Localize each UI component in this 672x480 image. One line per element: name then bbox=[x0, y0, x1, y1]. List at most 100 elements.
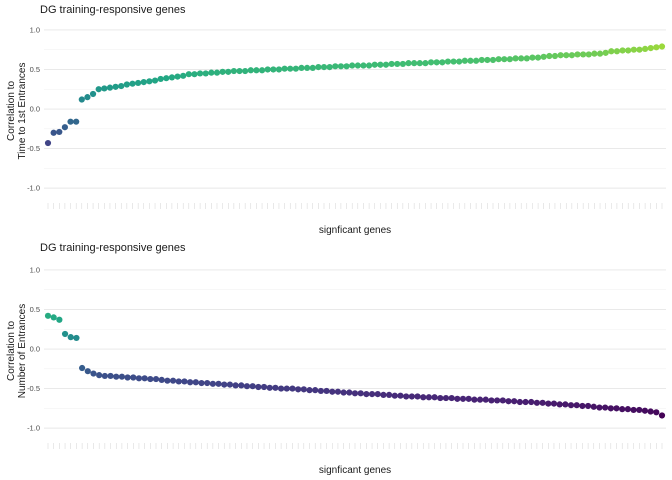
y-tick-label: -1.0 bbox=[27, 424, 40, 433]
data-point bbox=[534, 54, 542, 61]
data-point bbox=[391, 392, 398, 399]
data-point bbox=[596, 50, 604, 57]
data-point bbox=[317, 387, 324, 395]
data-point bbox=[253, 67, 260, 74]
data-point bbox=[326, 63, 333, 71]
data-point bbox=[448, 394, 455, 402]
data-point bbox=[371, 61, 378, 68]
data-point bbox=[613, 405, 620, 412]
y-tick-label: 1.0 bbox=[30, 26, 40, 35]
data-point bbox=[416, 60, 423, 67]
data-point bbox=[260, 383, 268, 391]
data-point bbox=[546, 52, 553, 60]
data-point bbox=[454, 395, 461, 402]
data-point bbox=[590, 403, 597, 410]
data-point bbox=[315, 63, 322, 71]
data-point bbox=[488, 397, 495, 404]
data-point bbox=[242, 67, 249, 75]
data-point bbox=[320, 63, 328, 71]
data-point bbox=[204, 379, 211, 387]
data-point bbox=[78, 96, 85, 103]
data-point bbox=[573, 402, 580, 409]
data-point bbox=[574, 51, 581, 58]
data-point bbox=[388, 60, 395, 68]
data-point bbox=[501, 56, 508, 63]
data-point bbox=[332, 63, 339, 70]
data-point bbox=[266, 384, 273, 391]
data-point bbox=[533, 399, 541, 406]
data-point bbox=[602, 404, 609, 411]
data-point bbox=[444, 58, 452, 65]
y-axis-title: Correlation toTime to 1st Entrances bbox=[6, 63, 28, 160]
data-point bbox=[450, 58, 457, 65]
data-point bbox=[225, 68, 232, 75]
data-point bbox=[630, 46, 637, 53]
data-point bbox=[380, 391, 387, 399]
data-point bbox=[79, 364, 86, 372]
data-point bbox=[523, 55, 530, 62]
chart-panel-2: 1.0 0.5 0.0 -0.5 -1.0 DG training-responsive … bbox=[6, 242, 666, 476]
data-point bbox=[208, 69, 215, 76]
data-point bbox=[394, 60, 401, 68]
data-point bbox=[329, 388, 336, 395]
data-point bbox=[236, 67, 243, 75]
data-point bbox=[540, 53, 547, 60]
data-point bbox=[323, 387, 330, 395]
data-point bbox=[209, 380, 216, 387]
data-point bbox=[550, 400, 558, 407]
data-point bbox=[141, 375, 148, 382]
data-point bbox=[337, 63, 345, 70]
data-point bbox=[89, 90, 97, 98]
data-point bbox=[461, 57, 468, 64]
data-point bbox=[281, 65, 288, 72]
data-point bbox=[73, 118, 80, 125]
data-point bbox=[346, 389, 353, 396]
data-point bbox=[298, 64, 305, 71]
data-point bbox=[95, 86, 102, 93]
data-point bbox=[437, 394, 444, 402]
data-point bbox=[258, 67, 266, 74]
y-tick-label: 0.5 bbox=[30, 65, 40, 74]
data-point bbox=[187, 379, 194, 386]
data-point bbox=[157, 75, 164, 83]
data-point bbox=[270, 66, 277, 73]
data-point bbox=[185, 71, 192, 78]
data-point bbox=[602, 49, 609, 56]
data-point bbox=[354, 62, 361, 69]
y-axis-title-line: Time to 1st Entrances bbox=[17, 63, 28, 160]
data-point bbox=[482, 396, 489, 403]
data-point bbox=[397, 392, 404, 399]
data-point bbox=[247, 67, 254, 74]
data-point bbox=[529, 54, 536, 61]
y-axis-title-line: Number of Entrances bbox=[17, 304, 28, 399]
data-point bbox=[289, 385, 296, 392]
data-point bbox=[539, 399, 546, 406]
data-point bbox=[427, 59, 435, 66]
data-point bbox=[363, 391, 370, 398]
data-point bbox=[198, 379, 205, 387]
data-point bbox=[562, 401, 569, 408]
data-point bbox=[196, 70, 204, 77]
data-point bbox=[96, 372, 103, 379]
data-point bbox=[596, 404, 603, 411]
data-point bbox=[304, 64, 311, 71]
data-point bbox=[226, 381, 234, 388]
data-point bbox=[106, 84, 114, 91]
data-point bbox=[414, 393, 421, 400]
data-point bbox=[431, 394, 438, 401]
data-point bbox=[368, 391, 376, 398]
data-point bbox=[277, 385, 285, 392]
data-point bbox=[118, 373, 126, 380]
data-point bbox=[123, 81, 130, 88]
data-point bbox=[625, 47, 632, 54]
data-point bbox=[180, 72, 187, 79]
data-point bbox=[191, 71, 198, 78]
data-point bbox=[522, 398, 529, 406]
data-point bbox=[175, 378, 182, 385]
data-point bbox=[411, 60, 418, 67]
data-point bbox=[360, 62, 367, 69]
data-point bbox=[272, 384, 279, 391]
data-point bbox=[647, 408, 654, 415]
